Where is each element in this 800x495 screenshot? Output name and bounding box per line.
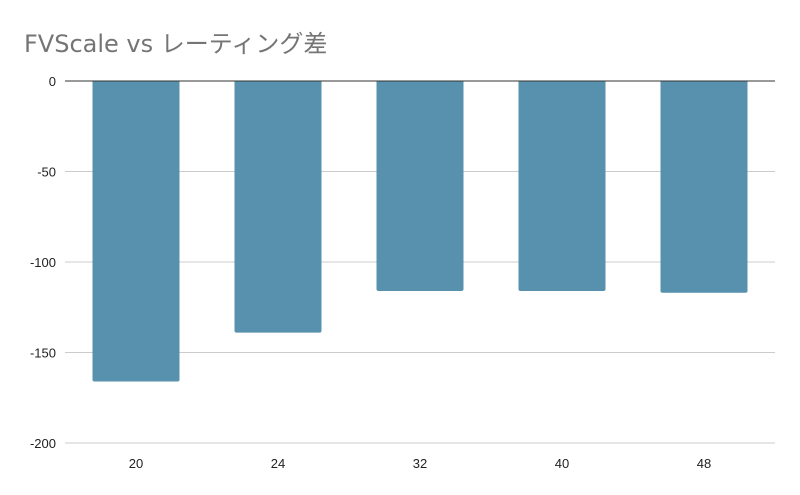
y-tick-label: -100 [30, 255, 56, 270]
x-tick-label: 40 [555, 456, 569, 471]
y-tick-label: -50 [37, 165, 56, 180]
y-axis-tick-labels: 0 -50 -100 -150 -200 [30, 74, 56, 451]
x-tick-label: 48 [697, 456, 711, 471]
bar [376, 81, 464, 291]
x-tick-label: 20 [129, 456, 143, 471]
bars [92, 81, 748, 382]
x-tick-label: 32 [413, 456, 427, 471]
bar [92, 81, 180, 382]
chart-title: FVScale vs レーティング差 [24, 30, 328, 58]
bar [660, 81, 748, 293]
y-tick-label: -200 [30, 436, 56, 451]
y-tick-label: 0 [49, 74, 56, 89]
bar [518, 81, 606, 291]
y-tick-label: -150 [30, 346, 56, 361]
bar [234, 81, 322, 333]
x-axis-tick-labels: 20 24 32 40 48 [129, 456, 711, 471]
x-tick-label: 24 [271, 456, 285, 471]
